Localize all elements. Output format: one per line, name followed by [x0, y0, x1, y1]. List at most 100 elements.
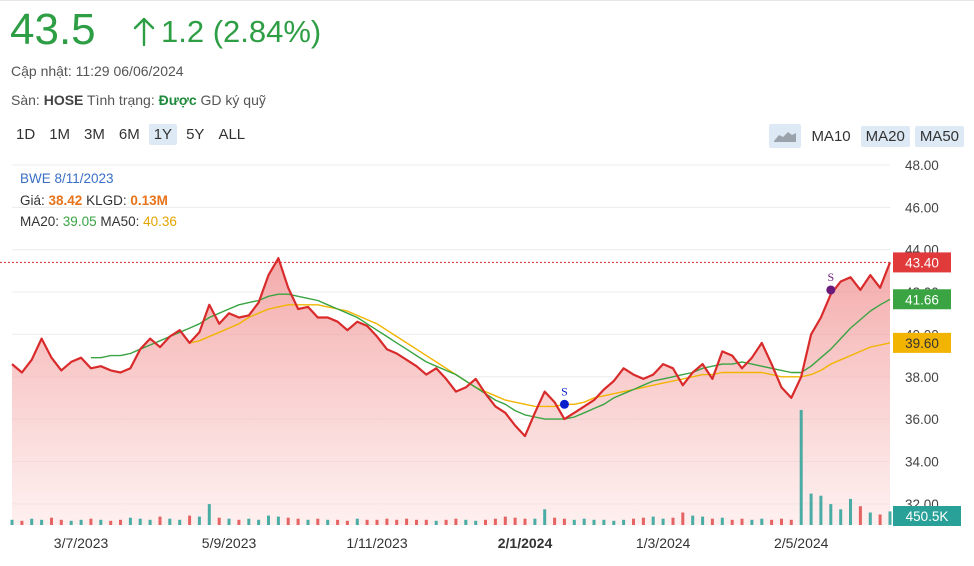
price-area — [12, 258, 890, 525]
chart-toolbar: MA10 MA20 MA50 — [769, 124, 964, 148]
volume-bar — [651, 516, 655, 525]
range-selector: 1D 1M 3M 6M 1Y 5Y ALL — [11, 124, 250, 145]
x-tick-label: 1/3/2024 — [636, 535, 691, 551]
volume-bar — [553, 517, 557, 525]
area-chart-toggle[interactable] — [769, 124, 802, 148]
volume-bar — [582, 518, 586, 525]
volume-bar — [661, 518, 665, 525]
margin-label: GD ký quỹ — [200, 92, 266, 108]
volume-bar — [780, 518, 783, 525]
ma50-line — [189, 304, 891, 408]
volume-value-badge-bg — [893, 506, 961, 526]
volume-bar — [128, 517, 132, 525]
x-tick-label: 2/5/2024 — [774, 535, 829, 551]
volume-bar — [119, 519, 122, 525]
chart-tooltip: BWE 8/11/2023 Giá: 38.42 KLGD: 0.13M MA2… — [20, 168, 177, 233]
y-tick-label: 48.00 — [905, 158, 939, 173]
volume-bar — [484, 519, 487, 525]
range-button-3m[interactable]: 3M — [84, 126, 105, 143]
top-divider — [0, 0, 974, 1]
volume-bar — [286, 517, 290, 525]
exchange-label: Sàn: — [11, 92, 40, 108]
range-button-1m[interactable]: 1M — [49, 126, 71, 143]
volume-bar — [276, 516, 280, 525]
volume-bar — [355, 518, 359, 525]
volume-bar — [454, 518, 458, 525]
volume-bar — [99, 519, 103, 525]
ma50-value-badge: 39.60 — [905, 336, 939, 351]
volume-bar — [819, 495, 823, 525]
volume-bar — [523, 518, 527, 525]
tooltip-price-row: Giá: 38.42 KLGD: 0.13M — [20, 190, 177, 212]
volume-bar — [415, 519, 418, 525]
tooltip-price: 38.42 — [48, 192, 83, 208]
volume-bar — [503, 516, 507, 525]
volume-bar — [868, 512, 872, 525]
signal-marker-label: S — [827, 270, 834, 284]
volume-bar — [395, 519, 399, 525]
x-tick-label: 2/1/2024 — [498, 535, 553, 551]
status-label: Tình trạng: — [87, 92, 155, 108]
volume-bar — [493, 518, 497, 525]
price-change: 1.2 (2.84%) — [133, 12, 321, 52]
volume-bar — [30, 518, 34, 525]
volume-bar — [720, 517, 724, 525]
volume-bar — [760, 518, 764, 525]
range-button-1y[interactable]: 1Y — [148, 124, 178, 145]
y-tick-label: 46.00 — [905, 200, 939, 215]
volume-bar — [424, 519, 428, 525]
range-button-1d[interactable]: 1D — [16, 126, 36, 143]
volume-bar — [671, 517, 675, 525]
volume-bar — [336, 519, 340, 525]
ma20-value-badge-bg — [893, 289, 951, 310]
volume-bar — [602, 519, 606, 525]
volume-bar — [533, 518, 537, 525]
price-value-badge: 43.40 — [905, 255, 939, 270]
volume-bar — [40, 519, 44, 525]
volume-bar — [385, 518, 389, 525]
range-button-all[interactable]: ALL — [218, 126, 246, 143]
exchange-info: Sàn: HOSE Tình trạng: Được GD ký quỹ — [11, 92, 266, 108]
volume-bar — [789, 519, 793, 525]
volume-bar — [444, 519, 448, 525]
tooltip-vol: 0.13M — [130, 192, 168, 208]
volume-bar — [641, 517, 645, 525]
volume-bar — [79, 519, 83, 525]
price-line — [11, 257, 892, 438]
volume-bar — [197, 516, 201, 525]
range-button-5y[interactable]: 5Y — [186, 126, 205, 143]
volume-bar — [207, 504, 211, 525]
range-button-6m[interactable]: 6M — [118, 126, 140, 143]
volume-bar — [296, 518, 300, 525]
volume-bar — [474, 520, 478, 525]
tooltip-ma20: 39.05 — [62, 214, 97, 229]
volume-bar — [572, 519, 576, 525]
volume-bar — [69, 520, 73, 525]
volume-bar — [158, 516, 162, 525]
volume-bar — [592, 519, 596, 525]
arrow-up-icon — [133, 17, 155, 47]
ma20-toggle[interactable]: MA20 — [860, 125, 910, 147]
volume-bar — [375, 519, 379, 525]
volume-bar — [138, 518, 142, 525]
volume-bar — [691, 515, 695, 525]
volume-bar — [257, 519, 261, 525]
volume-bar — [740, 518, 744, 525]
status-value: Được — [158, 92, 197, 108]
ma50-toggle[interactable]: MA50 — [914, 125, 964, 147]
volume-bar — [247, 518, 251, 525]
volume-bar — [178, 519, 182, 525]
price-chart[interactable]: 48.0046.0044.0042.0040.0038.0036.0034.00… — [0, 150, 974, 566]
updated-time: Cập nhật: 11:29 06/06/2024 — [11, 63, 184, 79]
volume-bar — [829, 504, 833, 525]
volume-bar — [316, 518, 320, 525]
ma10-toggle[interactable]: MA10 — [811, 127, 851, 145]
volume-bar — [701, 516, 705, 525]
volume-bar — [345, 520, 349, 525]
volume-bar — [543, 509, 547, 525]
exchange-name: HOSE — [43, 92, 84, 108]
volume-bar — [681, 512, 685, 525]
volume-bar — [809, 493, 813, 525]
volume-bar — [148, 519, 152, 525]
volume-bar — [730, 519, 734, 525]
